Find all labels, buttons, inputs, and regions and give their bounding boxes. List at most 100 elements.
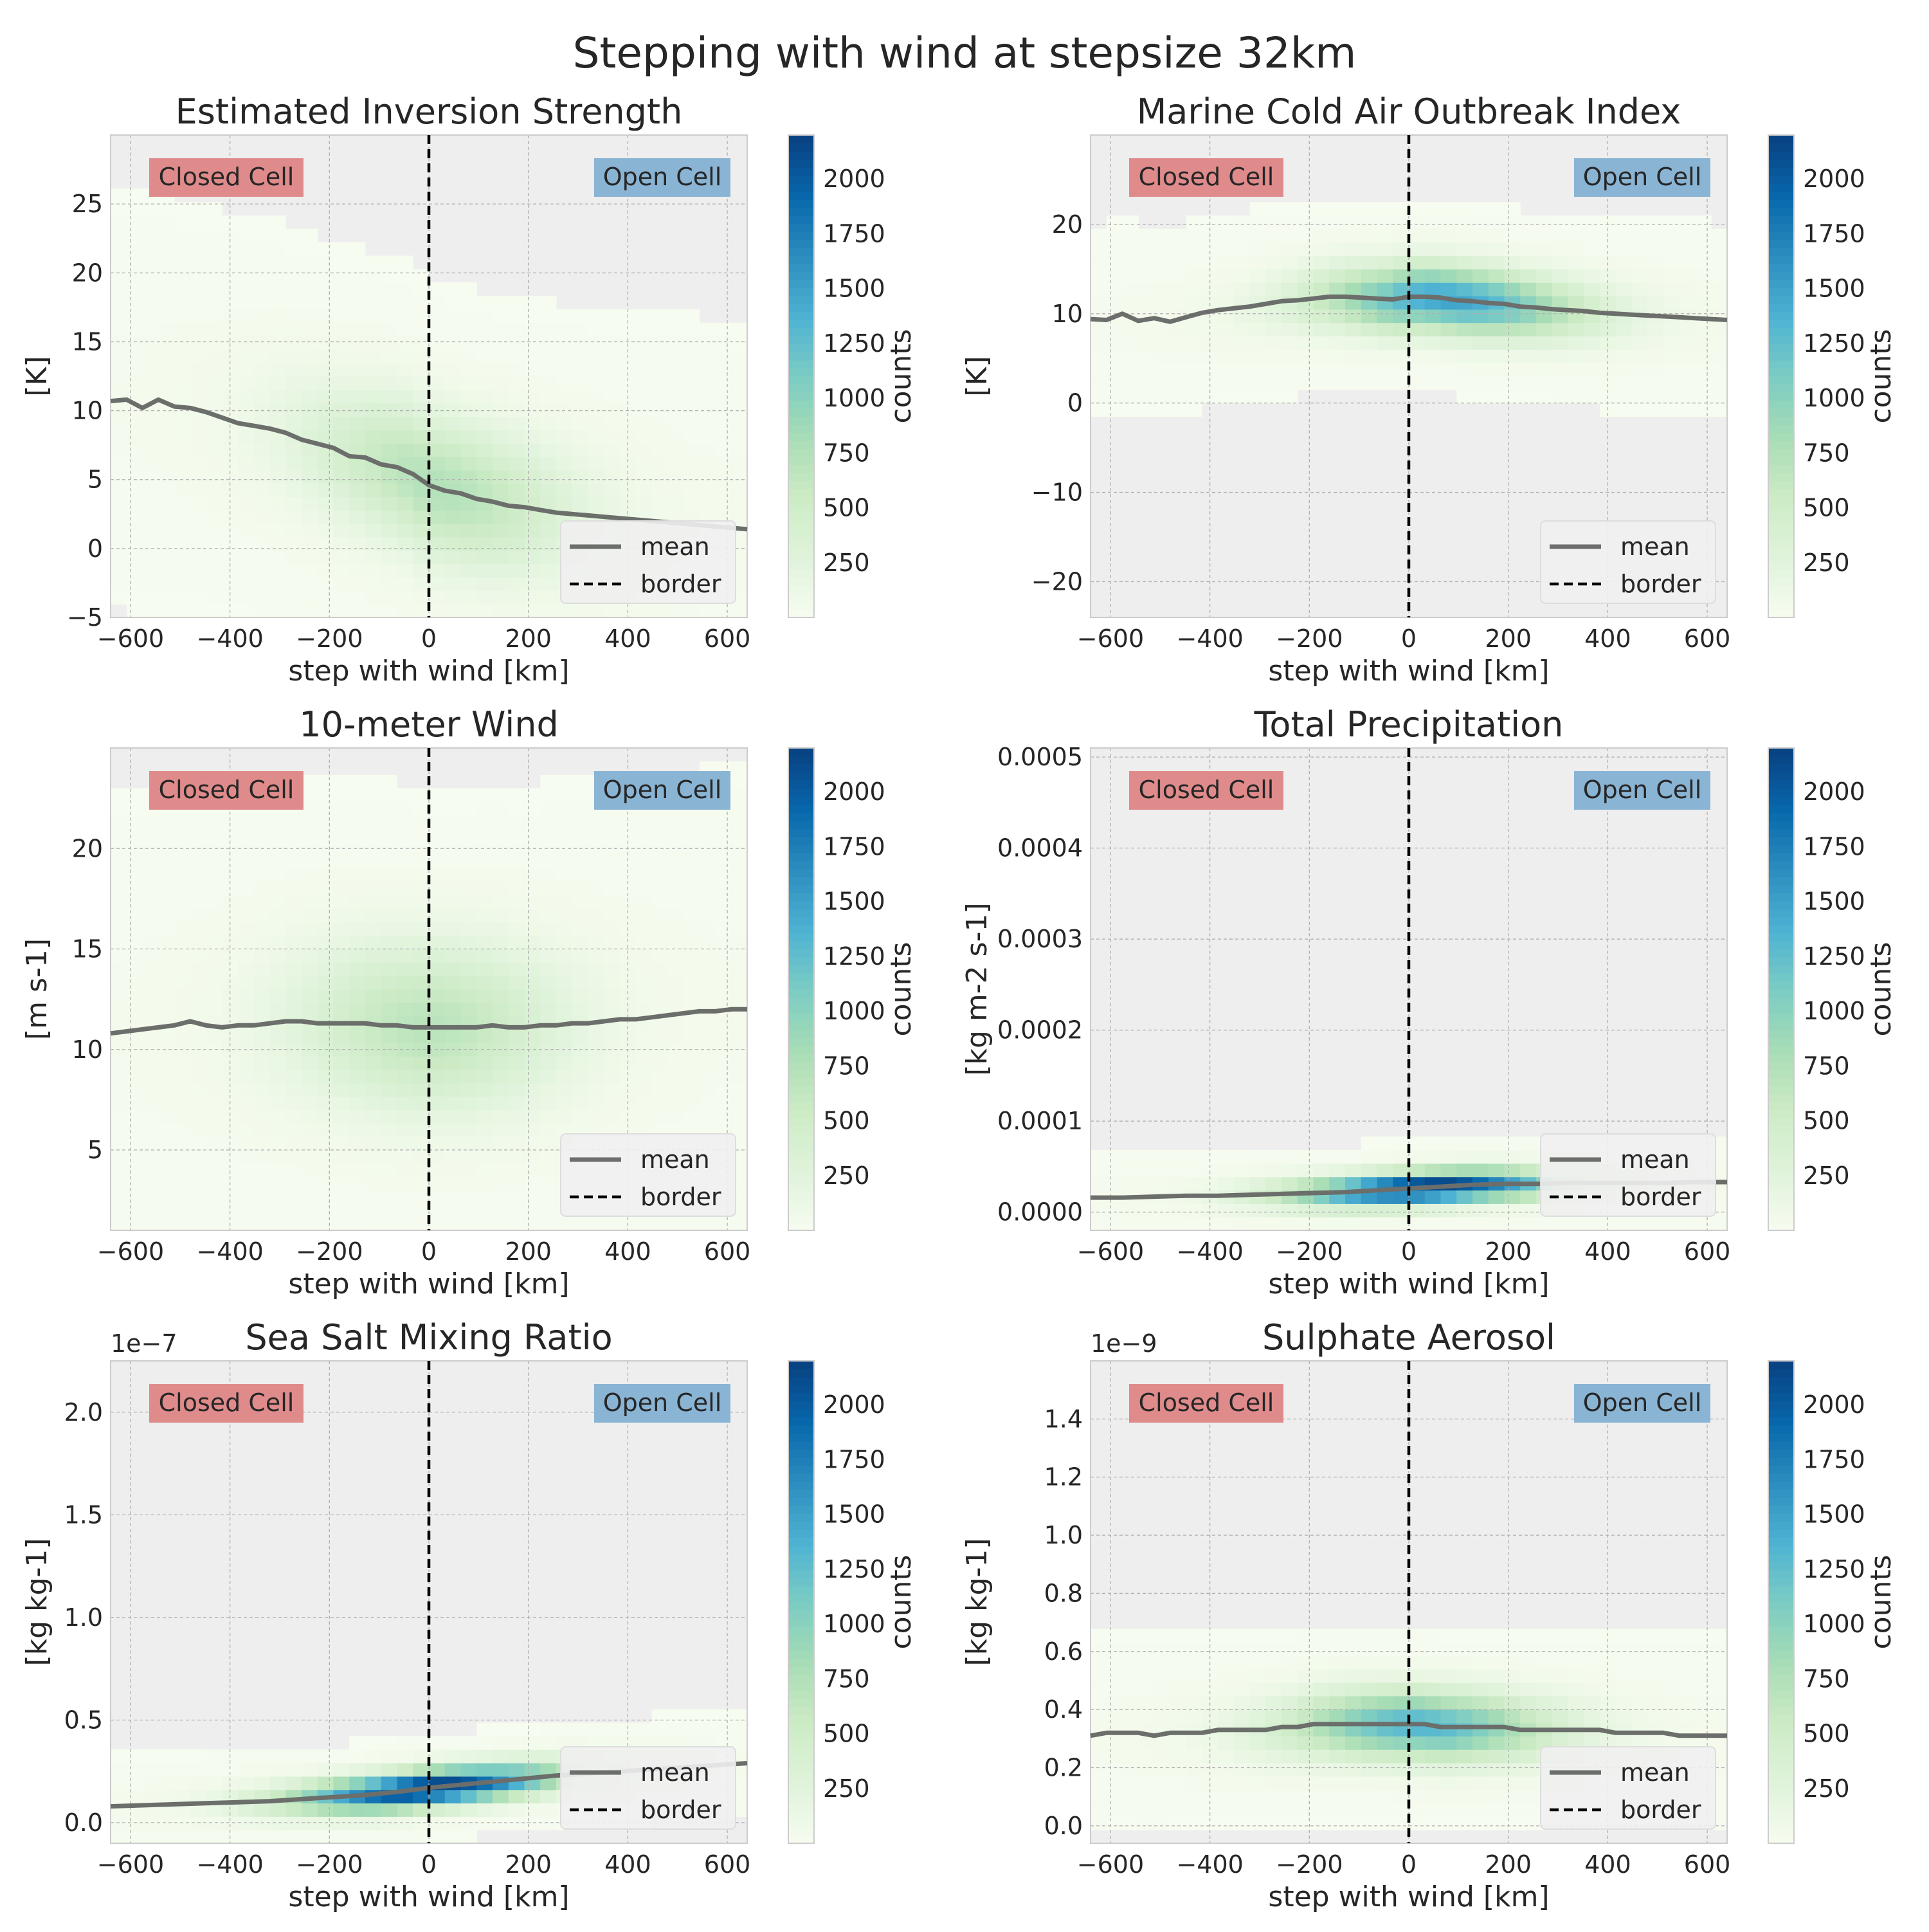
heatmap-cell: [158, 1789, 175, 1804]
heatmap-cell: [429, 935, 446, 950]
heatmap-cell: [1297, 1217, 1314, 1231]
heatmap-cell: [317, 483, 334, 498]
heatmap-cell: [699, 895, 716, 909]
heatmap-cell: [1424, 1642, 1442, 1656]
colorbar-segment: [1768, 312, 1794, 321]
heatmap-cell: [206, 976, 222, 990]
heatmap-cell: [1409, 1682, 1426, 1697]
closed-cell-box: [149, 158, 303, 197]
colorbar-segment: [1768, 505, 1794, 514]
heatmap-cell: [429, 363, 446, 377]
colorbar-segment: [1768, 997, 1794, 1006]
subplot-title: Marine Cold Air Outbreak Index: [1137, 91, 1681, 132]
colorbar-segment: [1768, 1538, 1794, 1547]
heatmap-cell: [1456, 1150, 1473, 1164]
heatmap-cell: [349, 376, 366, 390]
heatmap-cell: [1504, 1628, 1521, 1643]
heatmap-cell: [1154, 1816, 1171, 1830]
heatmap-cell: [1233, 376, 1251, 390]
heatmap-cell: [381, 1016, 398, 1030]
heatmap-cell: [238, 255, 255, 269]
heatmap-cell: [1504, 242, 1521, 257]
colorbar-segment: [788, 312, 814, 321]
heatmap-cell: [1615, 282, 1633, 296]
heatmap-cell: [349, 1736, 366, 1750]
colorbar-tick-label: 1250: [1803, 1555, 1865, 1583]
heatmap-cell: [397, 1776, 413, 1791]
heatmap-cell: [222, 457, 239, 471]
colorbar-segment: [788, 1513, 814, 1522]
heatmap-cell: [206, 828, 222, 843]
heatmap-cell: [285, 935, 302, 950]
heatmap-cell: [365, 935, 382, 950]
heatmap-cell: [174, 430, 191, 444]
y-tick-label: 0.0005: [997, 743, 1083, 771]
heatmap-cell: [190, 336, 207, 350]
heatmap-cell: [1584, 215, 1600, 230]
heatmap-cell: [524, 922, 541, 936]
heatmap-cell: [1281, 1176, 1298, 1191]
heatmap-cell: [253, 935, 271, 950]
heatmap-cell: [1679, 296, 1696, 310]
heatmap-cell: [222, 815, 239, 829]
heatmap-cell: [508, 989, 525, 1003]
heatmap-cell: [365, 590, 382, 605]
heatmap-cell: [317, 255, 334, 269]
heatmap-cell: [1536, 336, 1553, 350]
heatmap-cell: [1122, 255, 1139, 269]
heatmap-cell: [572, 909, 589, 923]
heatmap-cell: [460, 1002, 477, 1017]
heatmap-cell: [158, 443, 175, 457]
heatmap-cell: [1122, 1763, 1139, 1777]
heatmap-cell: [381, 1029, 398, 1043]
heatmap-cell: [1409, 1709, 1426, 1724]
heatmap-cell: [317, 1150, 334, 1164]
heatmap-cell: [540, 815, 557, 829]
colorbar-segment: [1768, 1385, 1794, 1394]
heatmap-cell: [1249, 349, 1266, 363]
heatmap-cell: [476, 469, 493, 484]
heatmap-cell: [1154, 336, 1171, 350]
colorbar-segment: [788, 545, 814, 554]
heatmap-cell: [158, 1176, 175, 1191]
heatmap-cell: [302, 510, 318, 524]
heatmap-cell: [588, 895, 604, 909]
heatmap-cell: [285, 416, 302, 430]
heatmap-cell: [1377, 1203, 1393, 1217]
heatmap-cell: [1218, 349, 1235, 363]
heatmap-cell: [1345, 202, 1362, 216]
heatmap-cell: [111, 882, 127, 896]
heatmap-cell: [1456, 242, 1473, 257]
heatmap-cell: [349, 1190, 366, 1204]
heatmap-cell: [1186, 1203, 1202, 1217]
heatmap-cell: [444, 922, 462, 936]
heatmap-cell: [1631, 296, 1648, 310]
heatmap-cell: [1456, 215, 1473, 230]
heatmap-cell: [317, 1002, 334, 1017]
heatmap-cell: [667, 604, 684, 618]
heatmap-cell: [397, 550, 413, 565]
colorbar-segment: [1768, 1198, 1794, 1207]
heatmap-cell: [731, 1029, 748, 1043]
heatmap-cell: [253, 949, 271, 963]
colorbar-segment: [1768, 973, 1794, 982]
heatmap-cell: [667, 815, 684, 829]
heatmap-cell: [142, 416, 159, 430]
heatmap-cell: [238, 577, 255, 591]
heatmap-cell: [1138, 1176, 1155, 1191]
heatmap-cell: [285, 403, 302, 417]
heatmap-cell: [429, 336, 446, 350]
heatmap-cell: [476, 1203, 493, 1217]
heatmap-cell: [1472, 1150, 1489, 1164]
heatmap-cell: [302, 309, 318, 324]
heatmap-cell: [222, 282, 239, 296]
heatmap-cell: [317, 416, 334, 430]
heatmap-cell: [1313, 242, 1330, 257]
heatmap-cell: [460, 469, 477, 484]
x-tick-label: 600: [1684, 624, 1731, 653]
colorbar-segment: [1768, 1699, 1794, 1708]
colorbar-segment: [1768, 1522, 1794, 1531]
y-tick-label: 10: [72, 397, 103, 425]
colorbar-segment: [788, 1433, 814, 1442]
heatmap-cell: [476, 457, 493, 471]
